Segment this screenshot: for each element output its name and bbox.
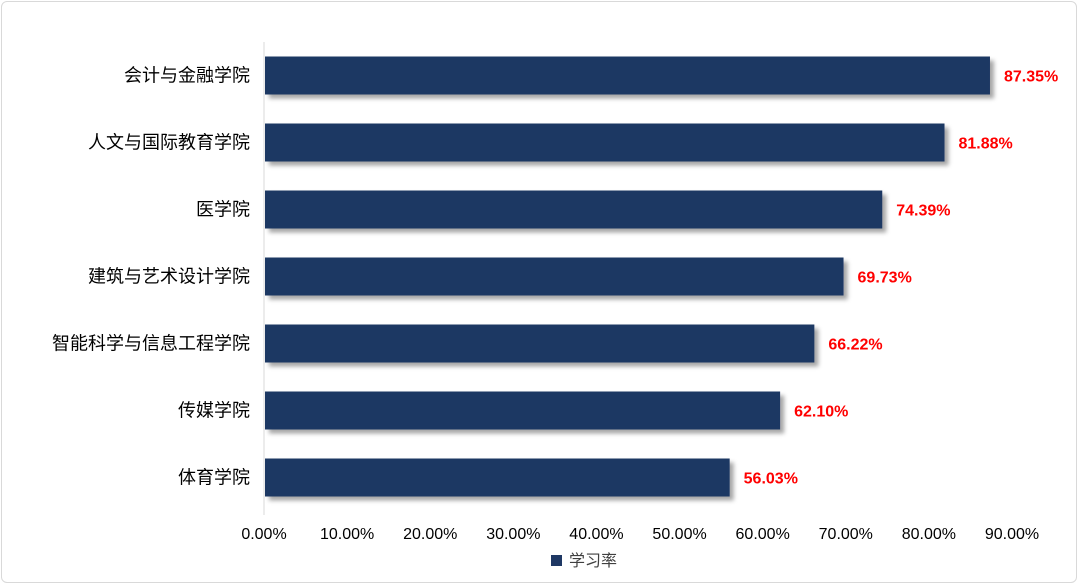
data-label: 56.03% xyxy=(744,471,798,488)
category-label: 人文与国际教育学院 xyxy=(88,133,250,154)
category-label: 建筑与艺术设计学院 xyxy=(88,267,250,288)
bar xyxy=(265,324,815,363)
legend-label: 学习率 xyxy=(569,551,617,570)
bar xyxy=(265,257,844,296)
bar xyxy=(265,391,781,430)
data-label: 81.88% xyxy=(959,136,1013,153)
bar xyxy=(265,458,730,497)
x-tick-label: 20.00% xyxy=(403,526,457,543)
bar xyxy=(265,190,883,229)
category-label: 体育学院 xyxy=(178,468,250,489)
x-tick-label: 0.00% xyxy=(241,526,286,543)
x-tick-label: 90.00% xyxy=(985,526,1039,543)
x-tick-label: 40.00% xyxy=(569,526,623,543)
data-label: 69.73% xyxy=(858,270,912,287)
category-label: 传媒学院 xyxy=(178,401,250,422)
data-label: 62.10% xyxy=(794,404,848,421)
bar xyxy=(265,123,945,162)
category-label: 医学院 xyxy=(196,200,250,221)
data-label: 74.39% xyxy=(896,203,950,220)
category-label: 智能科学与信息工程学院 xyxy=(52,334,250,355)
x-tick-label: 80.00% xyxy=(902,526,956,543)
legend-swatch xyxy=(551,555,562,566)
category-label: 会计与金融学院 xyxy=(124,66,250,87)
data-label: 87.35% xyxy=(1004,69,1058,86)
x-tick-label: 70.00% xyxy=(819,526,873,543)
data-label: 66.22% xyxy=(828,337,882,354)
x-tick-label: 30.00% xyxy=(486,526,540,543)
bar xyxy=(265,56,990,95)
x-tick-label: 60.00% xyxy=(736,526,790,543)
x-tick-label: 10.00% xyxy=(320,526,374,543)
x-tick-label: 50.00% xyxy=(652,526,706,543)
